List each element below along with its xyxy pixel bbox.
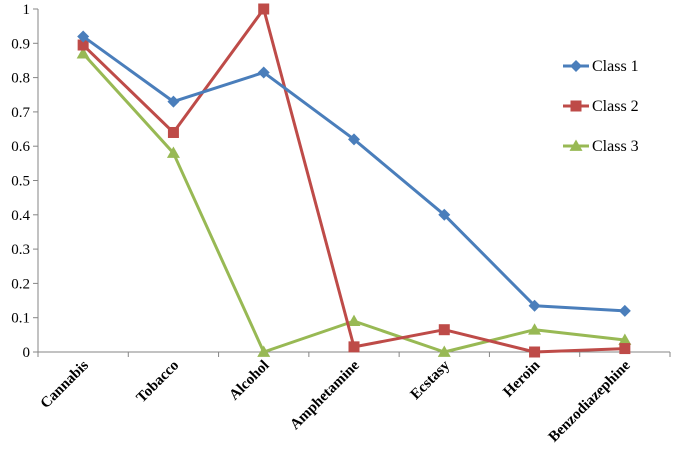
data-point: [348, 133, 360, 146]
data-point: [77, 30, 90, 43]
legend-swatch-marker: [570, 100, 582, 112]
x-category-label: Cannabis: [38, 357, 92, 411]
data-point: [618, 333, 632, 345]
series-line: [82, 35, 625, 313]
data-point: [529, 346, 541, 358]
legend-label: Class 3: [592, 138, 639, 155]
data-point: [528, 323, 542, 335]
series-3: [76, 47, 632, 357]
y-tick-label: 0: [23, 345, 31, 361]
x-category-label: Benzodiazephine: [546, 357, 634, 445]
y-tick-label: 0.2: [11, 276, 30, 292]
data-point: [167, 95, 180, 108]
x-category-label: Ecstasy: [408, 357, 454, 403]
data-point: [348, 341, 360, 353]
data-point: [619, 343, 631, 355]
y-tick-label: 0.7: [11, 105, 30, 121]
data-point: [528, 299, 541, 312]
data-point: [257, 345, 271, 357]
data-point: [167, 126, 179, 138]
legend-label: Class 1: [592, 58, 639, 75]
data-point: [76, 47, 90, 59]
x-category-label: Heroin: [500, 357, 543, 400]
data-point: [438, 324, 450, 336]
data-point: [437, 345, 451, 357]
y-tick-label: 0.4: [11, 208, 30, 224]
data-point: [257, 66, 270, 79]
data-point: [166, 146, 180, 158]
data-point: [258, 3, 270, 15]
chart-legend: Class 1 Class 2 Class 3: [563, 58, 639, 155]
y-tick-label: 0.8: [11, 71, 30, 87]
legend-entry: Class 3: [563, 138, 639, 155]
y-tick-label: 0.9: [11, 36, 30, 52]
legend-swatch-marker: [570, 60, 582, 72]
series-2: [77, 3, 631, 358]
legend-entry: Class 1: [563, 58, 639, 75]
data-point: [438, 208, 451, 221]
legend-entry: Class 2: [563, 98, 639, 115]
series-1: [77, 30, 631, 317]
x-category-label: Alcohol: [226, 358, 272, 404]
y-tick-label: 0.5: [11, 174, 30, 190]
legend-label: Class 2: [592, 98, 639, 115]
y-tick-label: 0.1: [11, 311, 30, 327]
data-point: [77, 39, 89, 51]
legend-swatch-marker: [569, 139, 583, 151]
x-category-label: Amphetamine: [287, 357, 363, 433]
y-tick-label: 0.6: [11, 139, 30, 155]
data-point: [347, 314, 361, 327]
series-line: [82, 7, 625, 354]
data-point: [618, 304, 631, 317]
chart-axes: 0 0.1 0.2 0.3 0.4 0.5 0.6 0.7 0.8 0.9 1 Cannabis Tob…: [11, 2, 671, 445]
chart-series: [76, 3, 632, 358]
y-tick-label: 1: [23, 2, 31, 18]
y-tick-label: 0.3: [11, 242, 30, 258]
x-category-label: Tobacco: [134, 358, 183, 407]
